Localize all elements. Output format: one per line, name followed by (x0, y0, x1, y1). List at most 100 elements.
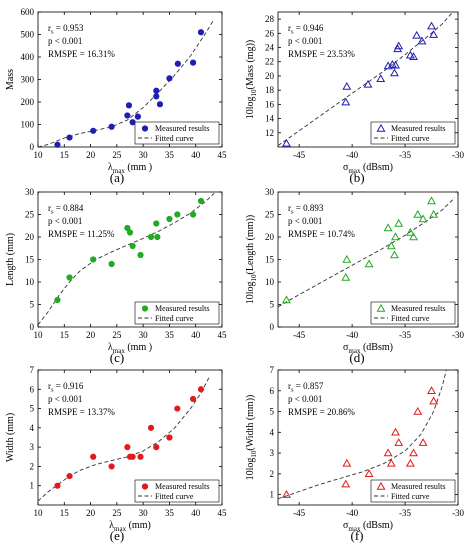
x-axis-label: σmax (dBsm) (343, 520, 393, 533)
data-point (429, 30, 439, 38)
data-point (66, 134, 73, 141)
data-point (90, 453, 97, 460)
y-tick-label: 2 (270, 469, 275, 479)
x-axis-label: σmax (dBsm) (343, 162, 393, 175)
stat-p: p < 0.001 (288, 394, 322, 404)
x-tick-label: 15 (60, 508, 70, 518)
x-tick-label: 35 (165, 150, 175, 160)
fitted-curve (37, 192, 215, 326)
stat-p: p < 0.001 (48, 216, 82, 226)
x-tick-label: 30 (139, 150, 149, 160)
data-point (394, 218, 404, 227)
plot-frame (277, 369, 459, 506)
x-tick-label: 25 (112, 508, 122, 518)
data-point (412, 30, 422, 39)
y-axis-label: Length (mm) (5, 233, 16, 286)
y-axis-label: Mass (5, 69, 16, 90)
data-point (391, 232, 400, 241)
legend-fitted-label: Fitted curve (391, 134, 430, 143)
data-point (418, 214, 428, 223)
data-point (386, 458, 396, 467)
y-tick-label: 0 (30, 142, 35, 152)
stat-rs: rs = 0.916 (48, 381, 84, 394)
data-point (341, 97, 351, 106)
y-tick-label: 7 (30, 365, 35, 375)
x-tick-label: 25 (112, 330, 122, 340)
y-tick-label: 6 (270, 386, 275, 396)
legend-measured-label: Measured results (155, 304, 209, 313)
x-tick-label: 10 (34, 508, 44, 518)
chart-panel-2: 10 15 20 25 30 35 40 45 0 5 10 15 20 25 30 λmax (mm ) Le… (5, 187, 227, 355)
y-tick-label: 15 (25, 255, 35, 265)
data-point (390, 68, 399, 77)
data-point (124, 224, 131, 232)
data-point (90, 127, 97, 134)
data-point (129, 242, 136, 250)
x-tick-label: 30 (139, 508, 149, 518)
stat-p: p < 0.001 (48, 394, 82, 404)
y-tick-label: 28 (265, 14, 275, 24)
x-tick-label: 45 (218, 330, 228, 340)
legend-marker (376, 123, 386, 132)
y-tick-label: 10 (25, 277, 35, 287)
stat-rs: rs = 0.893 (288, 203, 324, 216)
data-point (409, 448, 418, 457)
y-axis-label: Width (mm) (5, 413, 16, 462)
data-point (126, 229, 134, 236)
data-point (282, 138, 291, 147)
data-point (282, 490, 291, 498)
data-point (197, 197, 205, 205)
legend-box (134, 479, 220, 503)
fitted-curve (37, 377, 210, 502)
data-point (390, 250, 399, 259)
data-point (166, 434, 173, 441)
x-axis-label: λmax (mm ) (108, 162, 152, 175)
x-tick-label: 35 (165, 508, 175, 518)
y-tick-label: 20 (25, 232, 35, 242)
data-point (54, 141, 61, 148)
data-point (129, 453, 136, 460)
legend-measured-label: Measured results (155, 124, 209, 133)
x-tick-label: 35 (165, 330, 175, 340)
panel-label-e: (e) (109, 528, 125, 543)
data-point (391, 60, 400, 69)
stat-p: p < 0.001 (48, 36, 82, 46)
data-point (383, 223, 393, 232)
y-tick-label: 4 (270, 427, 275, 437)
stat-rs: rs = 0.953 (48, 23, 84, 36)
data-point (129, 119, 136, 126)
x-tick-label: 15 (60, 150, 70, 160)
data-point (137, 251, 144, 259)
legend-box (370, 301, 456, 325)
x-axis-label: λmax (mm) (109, 520, 151, 533)
data-point (108, 123, 115, 130)
x-tick-label: -45 (293, 330, 305, 340)
y-tick-label: 25 (25, 210, 35, 220)
panel-label-f: (f) (350, 528, 364, 543)
data-point (405, 458, 415, 467)
x-tick-label: 20 (86, 508, 96, 518)
legend-box (134, 121, 220, 145)
chart-panel-0: 10 15 20 25 30 35 40 45 0 100 200 300 400 500 600 λmax … (5, 7, 227, 175)
data-point (429, 396, 439, 405)
legend-marker (141, 483, 149, 490)
data-point (90, 256, 97, 263)
y-tick-label: 100 (21, 120, 35, 130)
y-tick-label: 600 (21, 7, 35, 17)
y-tick-label: 300 (21, 75, 35, 85)
x-tick-label: 40 (191, 330, 201, 340)
data-point (124, 112, 131, 119)
legend-marker (141, 125, 149, 132)
x-tick-label: -45 (293, 508, 305, 518)
data-point (391, 427, 400, 436)
y-axis-label: 10log10(Mass (mg)) (245, 40, 258, 120)
data-point (166, 75, 173, 82)
legend-measured-label: Measured results (155, 482, 209, 491)
x-tick-label: 10 (34, 150, 44, 160)
data-point (147, 233, 155, 241)
data-point (342, 458, 352, 467)
y-tick-label: 30 (265, 187, 275, 197)
legend-box (370, 479, 456, 503)
legend-measured-label: Measured results (391, 124, 445, 133)
